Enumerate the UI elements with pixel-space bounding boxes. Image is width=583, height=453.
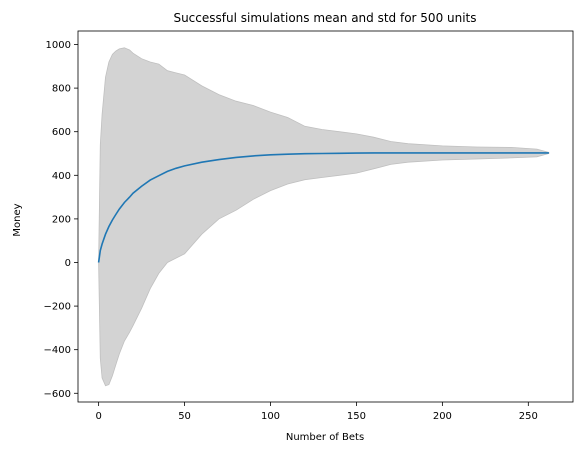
plot-frame	[77, 30, 574, 403]
x-tick-label: 150	[347, 411, 366, 422]
x-tick-label: 100	[261, 411, 280, 422]
y-tick-label: 1000	[46, 40, 71, 51]
chart-title: Successful simulations mean and std for …	[173, 11, 476, 25]
y-ticks: −600 −400 −200 0 200 400 600 800 1000	[44, 40, 78, 400]
std-band	[98, 47, 550, 387]
y-axis-label: Money	[12, 203, 23, 236]
x-tick-label: 200	[433, 411, 452, 422]
y-tick-label: 400	[52, 171, 71, 182]
y-tick-label: −400	[44, 345, 71, 356]
x-axis-label: Number of Bets	[286, 432, 364, 443]
mean-line	[97, 152, 549, 263]
x-tick-label: 250	[519, 411, 538, 422]
std-band-layer	[98, 47, 550, 387]
y-tick-label: −600	[44, 389, 71, 400]
y-tick-label: 0	[65, 258, 71, 269]
y-tick-label: 800	[52, 84, 71, 95]
x-ticks: 0 50 100 150 200 250	[95, 402, 538, 422]
x-tick-label: 0	[95, 411, 101, 422]
mean-line-layer	[97, 152, 549, 263]
y-tick-label: 200	[52, 214, 71, 225]
x-tick-label: 50	[178, 411, 191, 422]
y-tick-label: −200	[44, 302, 71, 313]
y-tick-label: 600	[52, 127, 71, 138]
